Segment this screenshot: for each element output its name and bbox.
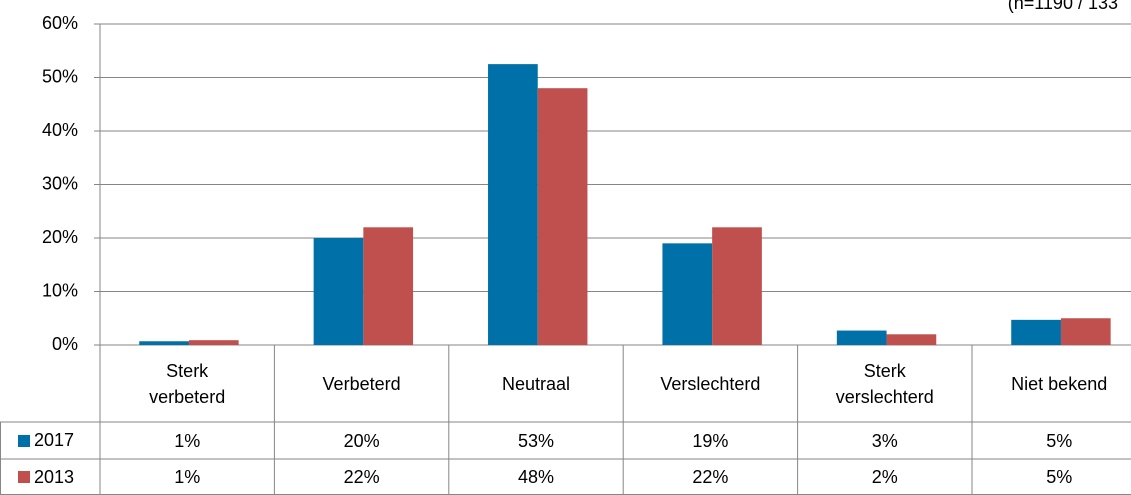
legend-entry: 2013 xyxy=(0,459,100,495)
x-tick-label: Sterk verbeterd xyxy=(100,345,274,422)
category-label: Sterk verslechterd xyxy=(835,360,934,407)
table-value: 2% xyxy=(871,467,898,487)
legend-label: 2017 xyxy=(34,430,75,450)
subtitle: (n=1190 / 133 xyxy=(1008,0,1118,13)
bar xyxy=(886,334,937,345)
table-value: 20% xyxy=(343,430,380,451)
table-value: 22% xyxy=(692,467,729,487)
x-tick-label: Neutraal xyxy=(449,345,623,422)
bar xyxy=(188,340,239,345)
bar xyxy=(1060,318,1111,345)
legend-swatch xyxy=(18,434,30,447)
x-tick-label: Niet bekend xyxy=(972,345,1131,422)
x-tick-label: Sterk verslechterd xyxy=(798,345,972,422)
table-value: 5% xyxy=(1046,430,1073,451)
category-label: Verbeterd xyxy=(322,373,401,394)
x-tick-label: Verslechterd xyxy=(623,345,797,422)
table-value: 5% xyxy=(1046,467,1073,487)
x-tick-label: Verbeterd xyxy=(274,345,448,422)
table-value: 1% xyxy=(174,430,201,451)
table-value: 19% xyxy=(692,430,729,451)
table-value: 53% xyxy=(517,430,554,451)
bar xyxy=(139,341,189,345)
category-label: Verslechterd xyxy=(660,373,761,394)
bar xyxy=(488,64,538,345)
table-value: 1% xyxy=(174,467,201,487)
table-value: 3% xyxy=(871,430,898,451)
legend-label: 2013 xyxy=(34,466,75,487)
category-label: Neutraal xyxy=(501,373,571,394)
legend-entry: 2017 xyxy=(0,422,100,459)
bar xyxy=(836,330,887,345)
y-tick-label: 20% xyxy=(42,227,78,247)
legend-swatch xyxy=(18,471,30,483)
bar xyxy=(363,227,414,345)
y-tick-label: 0% xyxy=(52,334,78,354)
y-tick-label: 50% xyxy=(42,66,78,86)
y-tick-label: 10% xyxy=(42,280,78,300)
bar xyxy=(662,243,713,345)
y-tick-label: 60% xyxy=(42,13,78,33)
y-tick-label: 30% xyxy=(42,173,78,193)
table-value: 48% xyxy=(517,467,554,487)
bar xyxy=(1011,319,1061,345)
category-label: Sterk verbeterd xyxy=(149,360,226,407)
bar xyxy=(712,227,762,345)
category-label: Niet bekend xyxy=(1011,373,1108,394)
table-value: 22% xyxy=(343,467,380,487)
y-tick-label: 40% xyxy=(42,120,78,140)
bar xyxy=(537,88,588,345)
bar xyxy=(313,238,364,345)
